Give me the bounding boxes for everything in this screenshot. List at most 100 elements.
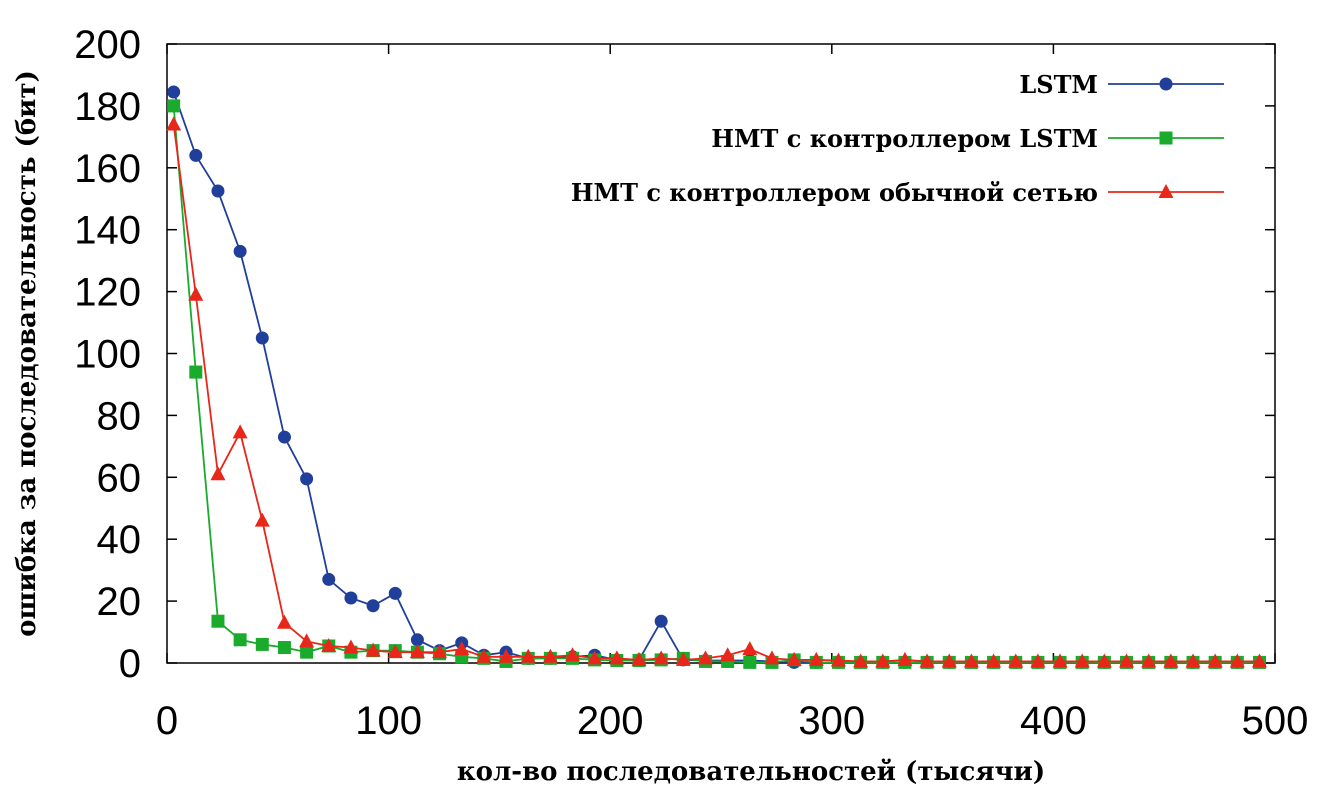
data-point (476, 648, 492, 663)
data-point (565, 647, 581, 662)
x-axis-title: кол-во последовательностей (тысячи) (457, 757, 1045, 787)
y-tick-label: 180 (74, 85, 141, 129)
legend-marker (1159, 131, 1173, 145)
data-point (520, 648, 536, 663)
legend-marker (1158, 184, 1174, 198)
y-tick-label: 120 (74, 271, 141, 315)
data-point (675, 651, 691, 666)
data-point (276, 614, 292, 629)
data-point (388, 586, 402, 600)
series-1 (167, 85, 1266, 669)
data-point (1185, 653, 1201, 668)
x-tick-label: 100 (355, 699, 422, 743)
data-point (764, 650, 780, 665)
data-point (875, 653, 891, 668)
x-tick-label: 200 (577, 699, 644, 743)
x-tick-label: 300 (798, 699, 865, 743)
data-point (233, 244, 247, 258)
data-point (1008, 653, 1024, 668)
data-point (409, 644, 425, 659)
data-point (277, 430, 291, 444)
data-point (410, 633, 424, 647)
data-point (432, 644, 448, 659)
data-point (1141, 653, 1157, 668)
data-point (853, 653, 869, 668)
data-point (1096, 653, 1112, 668)
legend-entry: НМТ с контроллером LSTM (711, 124, 1224, 153)
data-point (897, 651, 913, 666)
legend-marker (1159, 77, 1173, 91)
data-point (255, 637, 269, 651)
y-tick-label: 20 (97, 580, 142, 624)
y-tick-label: 140 (74, 209, 141, 253)
legend-entry: НМТ с контроллером обычной сетью (571, 178, 1224, 207)
data-point (454, 641, 470, 656)
data-point (1030, 653, 1046, 668)
data-point (321, 637, 337, 652)
series-3 (166, 116, 1267, 668)
legend-label: LSTM (1019, 70, 1098, 99)
data-point (1052, 653, 1068, 668)
data-point (211, 614, 225, 628)
y-tick-label: 60 (97, 456, 142, 500)
y-tick-label: 0 (119, 642, 141, 686)
data-point (963, 653, 979, 668)
data-point (786, 651, 802, 666)
data-point (1163, 653, 1179, 668)
data-point (654, 614, 668, 628)
data-point (232, 424, 248, 439)
data-point (830, 652, 846, 667)
data-point (366, 599, 380, 613)
data-point (1207, 653, 1223, 668)
y-tick-label: 200 (74, 23, 141, 67)
data-point (211, 184, 225, 198)
x-tick-label: 0 (156, 699, 178, 743)
data-point (609, 650, 625, 665)
legend-label: НМТ с контроллером обычной сетью (571, 178, 1098, 207)
y-tick-label: 100 (74, 333, 141, 377)
data-point (167, 85, 181, 99)
data-point (387, 644, 403, 659)
data-point (697, 650, 713, 665)
data-point (808, 651, 824, 666)
data-point (1119, 653, 1135, 668)
data-point (743, 655, 757, 669)
data-point (542, 648, 558, 663)
data-point (941, 653, 957, 668)
legend-entry: LSTM (1019, 70, 1224, 99)
data-point (1251, 653, 1267, 668)
data-point (300, 645, 314, 659)
legend-label: НМТ с контроллером LSTM (711, 124, 1098, 153)
data-point (189, 148, 203, 162)
data-point (631, 651, 647, 666)
data-point (188, 286, 204, 301)
data-point (653, 650, 669, 665)
data-point (344, 591, 358, 605)
data-point (587, 650, 603, 665)
data-point (1074, 653, 1090, 668)
x-tick-label: 500 (1242, 699, 1309, 743)
data-point (720, 647, 736, 662)
y-tick-label: 80 (97, 394, 142, 438)
data-point (167, 99, 181, 113)
data-point (742, 641, 758, 656)
y-tick-label: 160 (74, 147, 141, 191)
data-point (255, 331, 269, 345)
data-point (1229, 653, 1245, 668)
data-point (919, 653, 935, 668)
data-point (166, 116, 182, 131)
data-point (498, 648, 514, 663)
data-point (210, 466, 226, 481)
data-point (343, 639, 359, 654)
data-point (365, 642, 381, 657)
y-tick-label: 40 (97, 518, 142, 562)
data-point (233, 633, 247, 647)
data-point (322, 572, 336, 586)
data-point (189, 365, 203, 379)
y-axis-title: ошибка за последовательность (бит) (12, 70, 42, 637)
data-point (986, 653, 1002, 668)
data-point (300, 472, 314, 486)
data-point (254, 512, 270, 527)
